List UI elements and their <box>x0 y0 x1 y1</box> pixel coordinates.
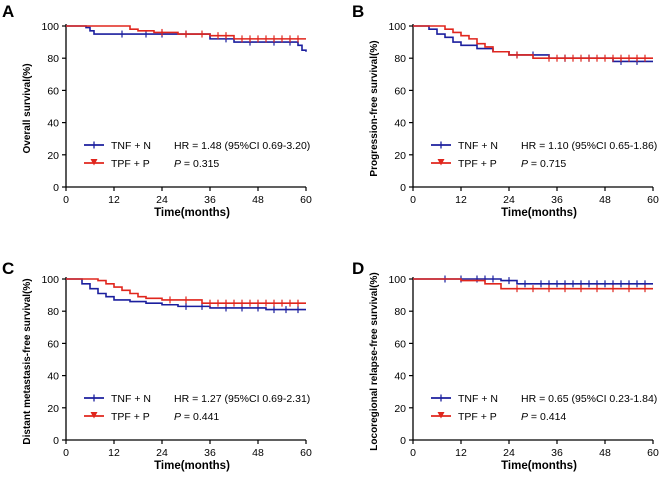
y-tick-label: 40 <box>47 371 59 383</box>
y-tick-label: 80 <box>47 306 59 318</box>
y-tick-label: 60 <box>394 85 406 97</box>
x-tick-label: 60 <box>300 194 312 206</box>
y-tick-label: 60 <box>394 338 406 350</box>
x-tick-label: 0 <box>63 447 69 459</box>
y-tick-label: 0 <box>400 182 406 194</box>
x-tick-label: 24 <box>503 194 515 206</box>
panel-letter: B <box>352 2 364 21</box>
y-tick-label: 0 <box>53 435 59 447</box>
legend-label-tpf: TPF + P <box>458 411 497 423</box>
y-tick-label: 40 <box>47 118 59 130</box>
panel-a: A 0 20 40 60 80 100 0 12 24 36 48 60 Time(months) Over… <box>2 2 312 219</box>
legend-label-tnf: TNF + N <box>111 393 151 405</box>
x-tick-label: 24 <box>156 194 168 206</box>
p-symbol: P <box>521 158 528 170</box>
legend-stat-tpf: P = 0.715 <box>521 158 566 170</box>
y-tick-label: 0 <box>400 435 406 447</box>
x-tick-label: 36 <box>551 194 563 206</box>
panel-letter: C <box>2 259 14 278</box>
legend-marker-tpf <box>437 412 445 419</box>
y-tick-label: 40 <box>394 118 406 130</box>
y-tick-label: 20 <box>394 403 406 415</box>
x-tick-label: 12 <box>108 447 120 459</box>
panel-letter: A <box>2 2 14 21</box>
x-tick-label: 36 <box>551 447 563 459</box>
x-tick-label: 36 <box>204 447 216 459</box>
y-tick-label: 100 <box>41 21 59 33</box>
x-tick-label: 60 <box>300 447 312 459</box>
p-symbol: P <box>521 411 528 423</box>
y-tick-label: 20 <box>394 150 406 162</box>
y-tick-label: 80 <box>394 53 406 65</box>
legend-stat-tnf: HR = 1.27 (95%CI 0.69-2.31) <box>174 393 310 405</box>
y-tick-label: 80 <box>394 306 406 318</box>
x-axis-label: Time(months) <box>501 207 577 219</box>
y-tick-label: 80 <box>47 53 59 65</box>
legend-stat-tnf: HR = 1.10 (95%CI 0.65-1.86) <box>521 140 657 152</box>
y-tick-label: 100 <box>41 274 59 286</box>
legend-label-tnf: TNF + N <box>111 140 151 152</box>
x-tick-label: 48 <box>252 447 264 459</box>
y-tick-label: 20 <box>47 150 59 162</box>
x-tick-label: 60 <box>647 447 659 459</box>
x-axis-label: Time(months) <box>154 460 230 472</box>
x-tick-label: 36 <box>204 194 216 206</box>
x-tick-label: 0 <box>410 194 416 206</box>
x-tick-label: 0 <box>410 447 416 459</box>
y-tick-label: 40 <box>394 371 406 383</box>
x-tick-label: 12 <box>108 194 120 206</box>
p-symbol: P <box>174 158 181 170</box>
survival-curve-tnf <box>66 25 307 52</box>
y-axis-label: Locoregional relapse-free survival(%) <box>369 272 380 450</box>
y-axis-label: Distant metastasis-free survival(%) <box>22 278 33 444</box>
y-tick-label: 100 <box>388 21 406 33</box>
x-tick-label: 60 <box>647 194 659 206</box>
legend-stat-tnf: HR = 1.48 (95%CI 0.69-3.20) <box>174 140 310 152</box>
y-axis-label: Progression-free survival(%) <box>369 40 380 176</box>
survival-curve-tpf <box>66 278 306 304</box>
legend-label-tpf: TPF + P <box>111 158 150 170</box>
x-axis-label: Time(months) <box>501 460 577 472</box>
legend-marker-tpf <box>90 159 98 166</box>
panel-c: C 0 20 40 60 80 100 0 12 24 36 48 60 Time(months) Dist… <box>2 259 312 472</box>
y-tick-label: 100 <box>388 274 406 286</box>
y-tick-label: 20 <box>47 403 59 415</box>
x-tick-label: 12 <box>455 447 467 459</box>
survival-curve-tpf <box>413 278 653 290</box>
legend-marker-tpf <box>437 159 445 166</box>
panel-d: D 0 20 40 60 80 100 0 12 24 36 48 60 Time(months) Loco… <box>352 259 659 472</box>
legend-stat-tpf: P = 0.414 <box>521 411 566 423</box>
x-tick-label: 48 <box>599 194 611 206</box>
p-value: = 0.315 <box>181 158 219 170</box>
x-tick-label: 48 <box>252 194 264 206</box>
x-tick-label: 48 <box>599 447 611 459</box>
legend-stat-tpf: P = 0.441 <box>174 411 219 423</box>
x-tick-label: 24 <box>503 447 515 459</box>
legend-label-tpf: TPF + P <box>458 158 497 170</box>
survival-curve-tpf <box>413 25 653 59</box>
panel-letter: D <box>352 259 364 278</box>
y-tick-label: 60 <box>47 85 59 97</box>
x-tick-label: 0 <box>63 194 69 206</box>
x-tick-label: 12 <box>455 194 467 206</box>
legend-stat-tpf: P = 0.315 <box>174 158 219 170</box>
p-value: = 0.414 <box>528 411 566 423</box>
y-axis-label: Overall survival(%) <box>22 63 33 153</box>
y-tick-label: 60 <box>47 338 59 350</box>
x-tick-label: 24 <box>156 447 168 459</box>
legend-label-tnf: TNF + N <box>458 140 498 152</box>
p-value: = 0.441 <box>181 411 219 423</box>
p-symbol: P <box>174 411 181 423</box>
legend-label-tnf: TNF + N <box>458 393 498 405</box>
legend-label-tpf: TPF + P <box>111 411 150 423</box>
y-tick-label: 0 <box>53 182 59 194</box>
x-axis-label: Time(months) <box>154 207 230 219</box>
p-value: = 0.715 <box>528 158 566 170</box>
legend-stat-tnf: HR = 0.65 (95%CI 0.23-1.84) <box>521 393 657 405</box>
panel-b: B 0 20 40 60 80 100 0 12 24 36 48 60 Time(months) Prog… <box>352 2 659 219</box>
legend-marker-tpf <box>90 412 98 419</box>
